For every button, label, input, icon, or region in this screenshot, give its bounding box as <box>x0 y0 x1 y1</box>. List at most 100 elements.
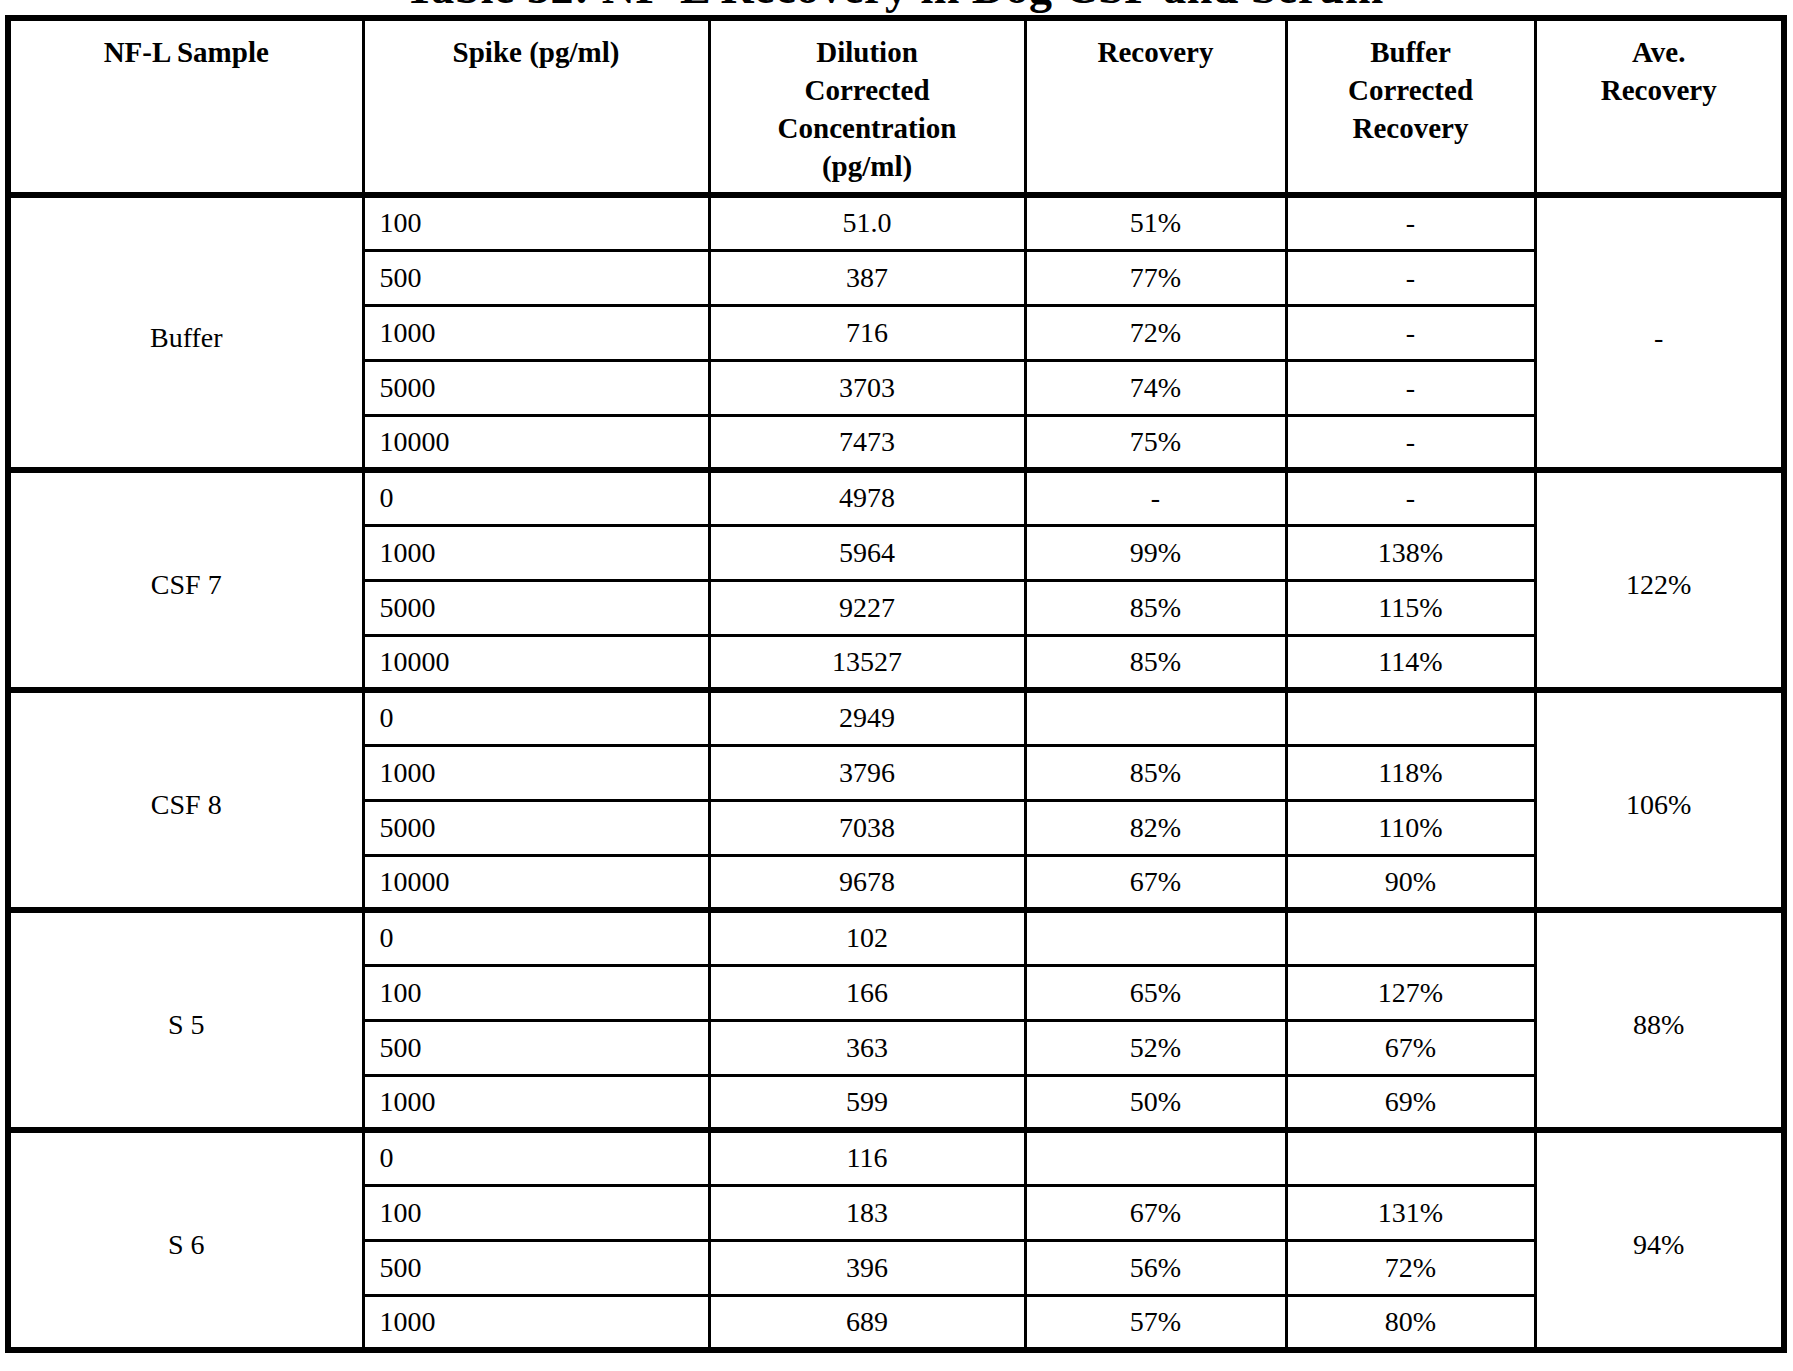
spike-cell: 10000 <box>363 635 709 690</box>
document-page: Table 32: NF-L Recovery in Dog CSF and S… <box>0 0 1793 1371</box>
spike-cell: 100 <box>363 1185 709 1240</box>
header-recovery: Recovery <box>1025 18 1286 195</box>
sample-cell: S 6 <box>8 1130 363 1350</box>
concentration-cell: 102 <box>709 910 1025 965</box>
buffer-recovery-cell: 69% <box>1286 1075 1535 1130</box>
recovery-cell: 51% <box>1025 195 1286 250</box>
concentration-cell: 396 <box>709 1240 1025 1295</box>
concentration-cell: 7038 <box>709 800 1025 855</box>
recovery-cell: 65% <box>1025 965 1286 1020</box>
buffer-recovery-cell: 131% <box>1286 1185 1535 1240</box>
concentration-cell: 599 <box>709 1075 1025 1130</box>
buffer-recovery-cell: 80% <box>1286 1295 1535 1350</box>
header-dilution-corrected-concentration: Dilution Corrected Concentration (pg/ml) <box>709 18 1025 195</box>
spike-cell: 1000 <box>363 745 709 800</box>
spike-cell: 5000 <box>363 800 709 855</box>
header-nfl-sample: NF-L Sample <box>8 18 363 195</box>
concentration-cell: 7473 <box>709 415 1025 470</box>
concentration-cell: 4978 <box>709 470 1025 525</box>
sample-cell: S 5 <box>8 910 363 1130</box>
buffer-recovery-cell: 115% <box>1286 580 1535 635</box>
recovery-cell: 52% <box>1025 1020 1286 1075</box>
table-row: CSF 7 0 4978 - - 122% <box>8 470 1784 525</box>
concentration-cell: 716 <box>709 305 1025 360</box>
recovery-cell: 99% <box>1025 525 1286 580</box>
concentration-cell: 9227 <box>709 580 1025 635</box>
buffer-recovery-cell: 90% <box>1286 855 1535 910</box>
table-title: Table 32: NF-L Recovery in Dog CSF and S… <box>6 0 1782 14</box>
concentration-cell: 5964 <box>709 525 1025 580</box>
ave-recovery-cell: 106% <box>1535 690 1784 910</box>
concentration-cell: 363 <box>709 1020 1025 1075</box>
buffer-recovery-cell: - <box>1286 195 1535 250</box>
concentration-cell: 9678 <box>709 855 1025 910</box>
recovery-cell: 67% <box>1025 855 1286 910</box>
spike-cell: 1000 <box>363 305 709 360</box>
spike-cell: 0 <box>363 690 709 745</box>
spike-cell: 500 <box>363 1240 709 1295</box>
recovery-table: NF-L Sample Spike (pg/ml) Dilution Corre… <box>5 15 1787 1353</box>
buffer-recovery-cell: - <box>1286 470 1535 525</box>
spike-cell: 10000 <box>363 855 709 910</box>
spike-cell: 5000 <box>363 580 709 635</box>
recovery-cell: 67% <box>1025 1185 1286 1240</box>
recovery-cell: 85% <box>1025 635 1286 690</box>
buffer-recovery-cell: 114% <box>1286 635 1535 690</box>
sample-cell: CSF 7 <box>8 470 363 690</box>
recovery-cell: 57% <box>1025 1295 1286 1350</box>
recovery-cell: 75% <box>1025 415 1286 470</box>
buffer-recovery-cell: - <box>1286 360 1535 415</box>
concentration-cell: 166 <box>709 965 1025 1020</box>
spike-cell: 0 <box>363 1130 709 1185</box>
table-body: Buffer 100 51.0 51% - - 500 387 77% - 10… <box>8 195 1784 1350</box>
concentration-cell: 2949 <box>709 690 1025 745</box>
ave-recovery-cell: 122% <box>1535 470 1784 690</box>
sample-cell: CSF 8 <box>8 690 363 910</box>
buffer-recovery-cell <box>1286 690 1535 745</box>
recovery-cell: 85% <box>1025 580 1286 635</box>
recovery-cell: - <box>1025 470 1286 525</box>
spike-cell: 0 <box>363 470 709 525</box>
recovery-cell: 85% <box>1025 745 1286 800</box>
recovery-cell: 74% <box>1025 360 1286 415</box>
header-ave-recovery: Ave. Recovery <box>1535 18 1784 195</box>
recovery-cell: 82% <box>1025 800 1286 855</box>
concentration-cell: 3703 <box>709 360 1025 415</box>
spike-cell: 5000 <box>363 360 709 415</box>
concentration-cell: 183 <box>709 1185 1025 1240</box>
ave-recovery-cell: - <box>1535 195 1784 470</box>
table-title-clipped: Table 32: NF-L Recovery in Dog CSF and S… <box>0 0 1793 15</box>
buffer-recovery-cell: - <box>1286 305 1535 360</box>
buffer-recovery-cell: 67% <box>1286 1020 1535 1075</box>
recovery-cell <box>1025 690 1286 745</box>
concentration-cell: 116 <box>709 1130 1025 1185</box>
table-row: Buffer 100 51.0 51% - - <box>8 195 1784 250</box>
table-row: S 6 0 116 94% <box>8 1130 1784 1185</box>
spike-cell: 100 <box>363 195 709 250</box>
spike-cell: 1000 <box>363 1075 709 1130</box>
buffer-recovery-cell <box>1286 1130 1535 1185</box>
recovery-cell: 56% <box>1025 1240 1286 1295</box>
recovery-cell <box>1025 910 1286 965</box>
spike-cell: 500 <box>363 1020 709 1075</box>
recovery-cell: 72% <box>1025 305 1286 360</box>
spike-cell: 10000 <box>363 415 709 470</box>
sample-cell: Buffer <box>8 195 363 470</box>
buffer-recovery-cell: 110% <box>1286 800 1535 855</box>
concentration-cell: 689 <box>709 1295 1025 1350</box>
spike-cell: 1000 <box>363 525 709 580</box>
header-buffer-corrected-recovery: Buffer Corrected Recovery <box>1286 18 1535 195</box>
buffer-recovery-cell: - <box>1286 250 1535 305</box>
recovery-cell: 77% <box>1025 250 1286 305</box>
header-spike: Spike (pg/ml) <box>363 18 709 195</box>
recovery-cell: 50% <box>1025 1075 1286 1130</box>
table-header: NF-L Sample Spike (pg/ml) Dilution Corre… <box>8 18 1784 195</box>
spike-cell: 0 <box>363 910 709 965</box>
ave-recovery-cell: 94% <box>1535 1130 1784 1350</box>
ave-recovery-cell: 88% <box>1535 910 1784 1130</box>
concentration-cell: 387 <box>709 250 1025 305</box>
spike-cell: 500 <box>363 250 709 305</box>
buffer-recovery-cell: 138% <box>1286 525 1535 580</box>
buffer-recovery-cell: 127% <box>1286 965 1535 1020</box>
spike-cell: 100 <box>363 965 709 1020</box>
